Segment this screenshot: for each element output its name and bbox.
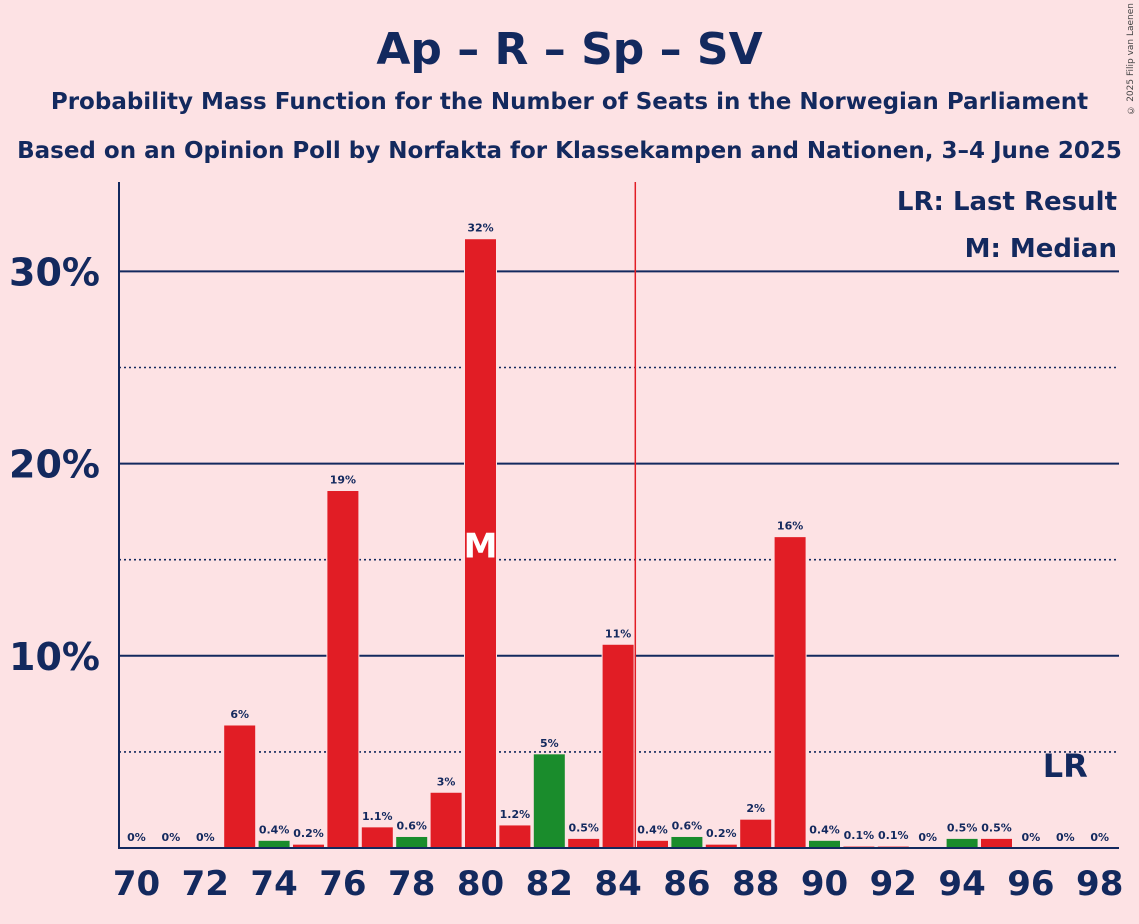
chart-title: Ap – R – Sp – SV [376,24,763,75]
x-tick-label: 74 [250,864,297,904]
legend-last-result: LR: Last Result [897,187,1117,217]
bar-value-label: 0% [162,831,181,844]
bar-value-label: 0.1% [844,829,875,842]
bar-value-label: 0% [196,831,215,844]
bar-value-label: 32% [467,222,493,235]
x-tick-label: 86 [663,864,710,904]
bar-value-label: 3% [437,775,456,788]
bar-seat-73 [223,724,257,849]
bar-seat-83 [567,837,601,849]
bar-value-label: 0% [127,831,146,844]
bar-value-label: 0.5% [981,821,1012,834]
bar-value-label: 11% [605,627,631,640]
bar-seat-95 [980,837,1013,849]
x-tick-label: 70 [113,864,160,904]
bar-seat-86 [670,835,704,849]
bar-seat-94 [945,837,979,849]
chart-subtitle: Probability Mass Function for the Number… [50,89,1089,115]
bar-value-label: 0.1% [878,829,909,842]
bar-value-label: 0.5% [947,821,978,834]
bar-seat-78 [395,835,429,849]
bar-value-label: 0.2% [293,827,324,840]
median-marker: M [464,526,498,566]
bar-seat-79 [429,791,463,849]
bar-value-label: 5% [540,737,559,750]
x-tick-label: 88 [732,864,779,904]
bar-value-label: 0% [1056,831,1075,844]
bar-seat-84 [601,643,635,849]
bar-value-label: 0% [1090,831,1109,844]
bar-seat-85 [636,839,669,849]
bar-value-label: 2% [746,802,765,815]
bar-seat-88 [739,818,773,849]
bar-value-label: 1.2% [500,808,531,821]
bar-seat-77 [360,826,394,849]
bar-value-label: 6% [230,708,249,721]
bar-value-label: 16% [777,520,803,533]
bar-value-label: 1.1% [362,810,393,823]
bar-value-label: 0.6% [396,819,427,832]
x-tick-label: 90 [801,864,848,904]
bar-value-label: 0.6% [672,819,703,832]
bar-seat-74 [257,839,291,849]
y-tick-label: 10% [9,635,100,679]
bar-seat-80 [464,238,497,849]
bar-value-label: 0.2% [706,827,737,840]
x-tick-label: 92 [870,864,917,904]
bar-value-label: 0.4% [809,823,840,836]
bar-value-label: 0% [918,831,937,844]
x-tick-label: 98 [1076,864,1123,904]
bar-seat-82 [532,753,566,849]
bar-value-label: 19% [330,474,356,487]
bar-value-label: 0.4% [259,823,290,836]
x-tick-label: 84 [594,864,641,904]
last-result-marker: LR [1043,747,1088,785]
bar-seat-81 [498,824,532,849]
legend-median: M: Median [965,234,1117,264]
bar-seat-89 [773,536,807,849]
x-tick-label: 72 [182,864,229,904]
bar-value-label: 0.4% [637,823,668,836]
x-tick-label: 94 [938,864,985,904]
x-tick-label: 96 [1007,864,1054,904]
x-tick-label: 82 [526,864,573,904]
chart-source: Based on an Opinion Poll by Norfakta for… [17,138,1122,164]
bar-value-label: 0% [1022,831,1041,844]
bar-value-label: 0.5% [568,821,599,834]
bar-seat-90 [808,839,841,849]
y-tick-label: 30% [9,250,100,294]
x-tick-label: 76 [319,864,366,904]
x-tick-label: 80 [457,864,504,904]
y-tick-label: 20% [9,443,100,487]
bar-seat-76 [326,490,360,849]
x-tick-label: 78 [388,864,435,904]
